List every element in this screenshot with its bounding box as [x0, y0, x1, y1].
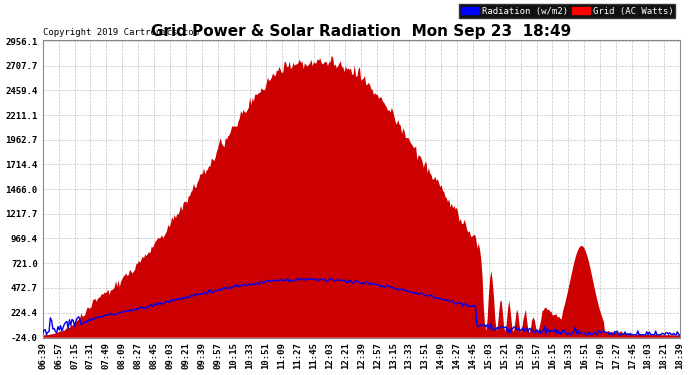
Title: Grid Power & Solar Radiation  Mon Sep 23  18:49: Grid Power & Solar Radiation Mon Sep 23 …	[151, 24, 571, 39]
Text: Copyright 2019 Cartronics.com: Copyright 2019 Cartronics.com	[43, 28, 199, 37]
Legend: Radiation (w/m2), Grid (AC Watts): Radiation (w/m2), Grid (AC Watts)	[459, 4, 676, 18]
